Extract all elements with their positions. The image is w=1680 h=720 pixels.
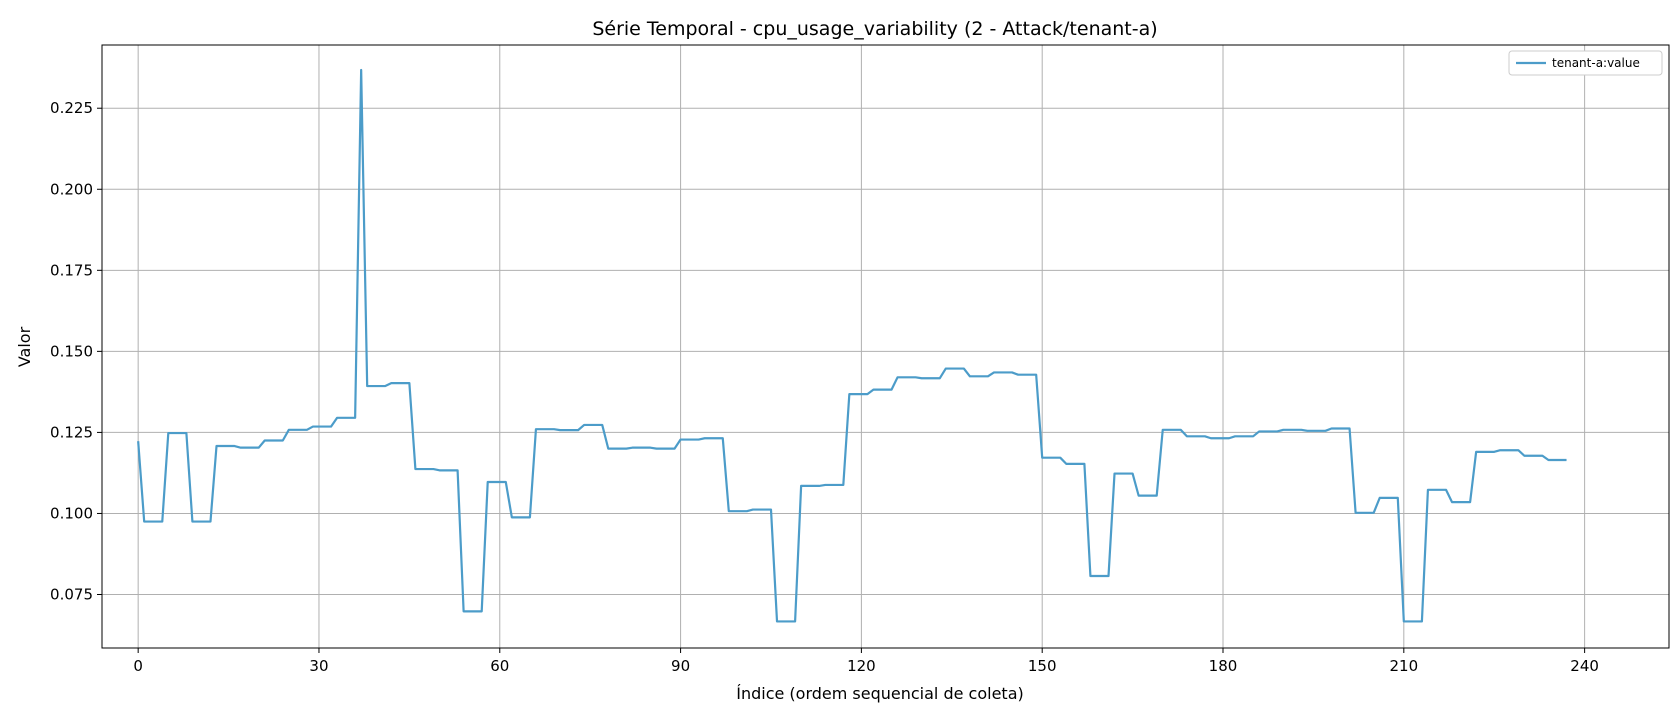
legend-label: tenant-a:value	[1552, 56, 1640, 70]
x-tick-label: 150	[1028, 657, 1057, 675]
y-tick-label: 0.100	[50, 504, 93, 522]
x-tick-label: 30	[309, 657, 328, 675]
x-tick-label: 90	[671, 657, 690, 675]
y-axis-ticks: 0.075 0.100 0.125 0.150 0.175 0.200 0.225	[50, 99, 102, 604]
legend: tenant-a:value	[1508, 50, 1663, 76]
x-tick-label: 240	[1570, 657, 1599, 675]
y-tick-label: 0.125	[50, 423, 93, 441]
y-tick-label: 0.225	[50, 99, 93, 117]
grid-lines	[102, 45, 1669, 648]
x-tick-label: 120	[847, 657, 876, 675]
plot-area-frame	[101, 44, 1670, 649]
x-tick-label: 0	[133, 657, 143, 675]
x-axis-label: Índice (ordem sequencial de coleta)	[736, 684, 1024, 703]
x-tick-label: 210	[1389, 657, 1418, 675]
y-tick-label: 0.175	[50, 261, 93, 279]
x-tick-label: 60	[490, 657, 509, 675]
y-axis-label: Valor	[15, 326, 34, 367]
y-tick-label: 0.150	[50, 342, 93, 360]
chart-title: Série Temporal - cpu_usage_variability (…	[592, 18, 1157, 40]
legend-box	[1508, 50, 1663, 76]
series-layer	[137, 68, 1567, 623]
y-tick-label: 0.075	[50, 586, 93, 604]
y-tick-label: 0.200	[50, 180, 93, 198]
x-tick-label: 180	[1209, 657, 1238, 675]
x-axis-ticks: 0 30 60 90 120 150 180 210 240	[133, 648, 1599, 675]
series-line	[137, 68, 1567, 623]
